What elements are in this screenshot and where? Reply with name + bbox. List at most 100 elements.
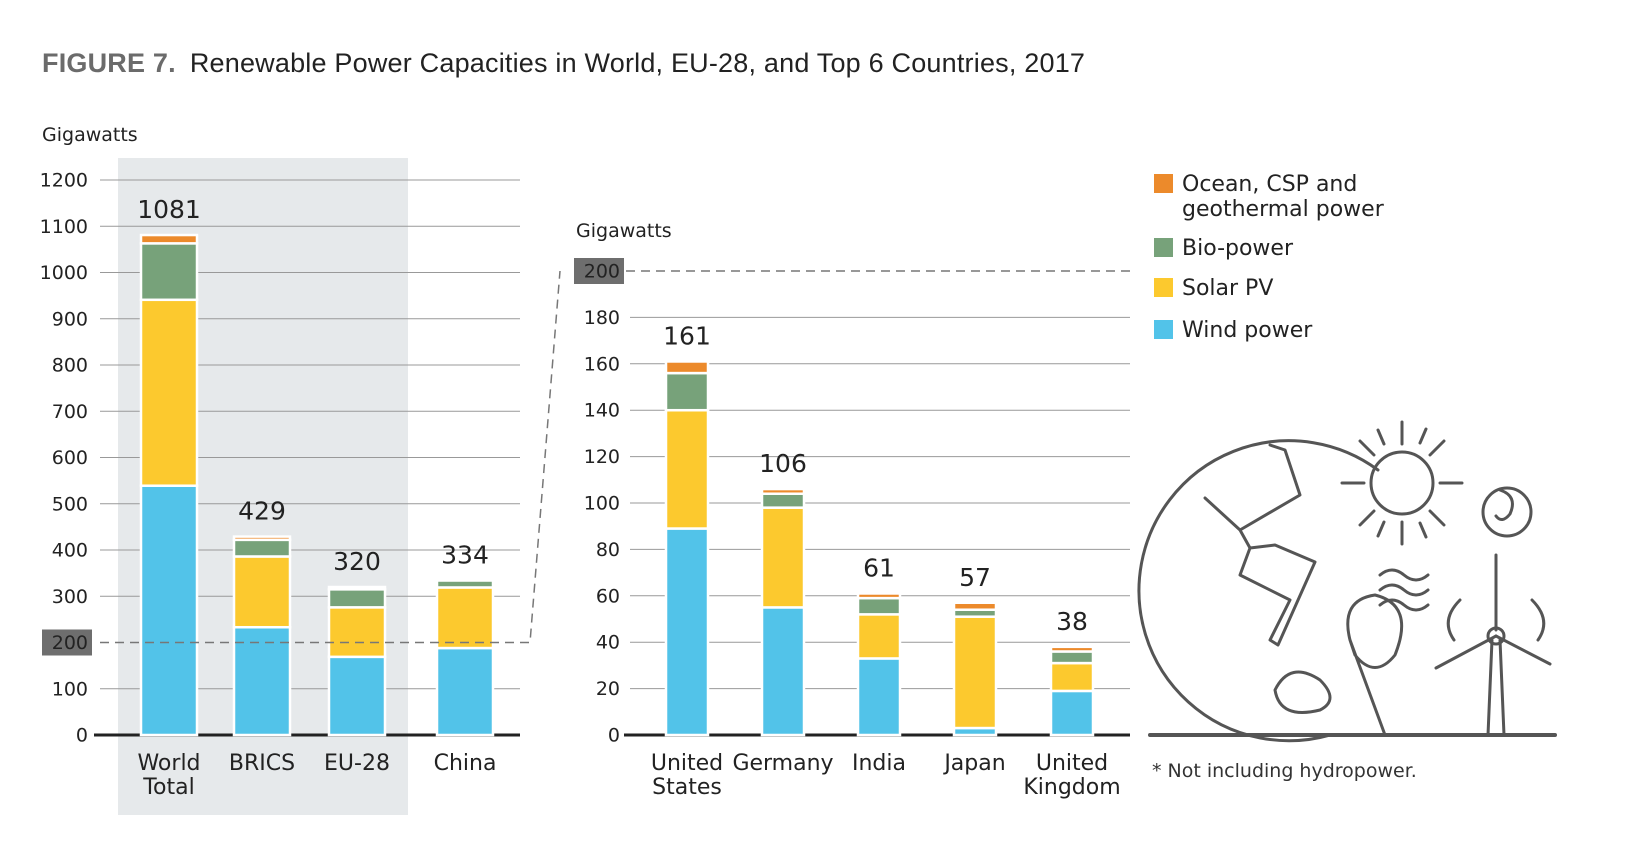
bar-segment	[760, 492, 806, 509]
y-tick-label: 200	[52, 632, 88, 654]
bar-segment	[232, 538, 292, 558]
legend-label: Ocean, CSP and geothermal power	[1182, 172, 1384, 222]
y-tick-label: 1000	[40, 262, 88, 284]
bar-segment	[664, 527, 710, 737]
legend-item: Solar PV	[1154, 276, 1442, 301]
continents	[1203, 443, 1317, 647]
legend-swatch	[1154, 238, 1173, 257]
bar-segment	[327, 585, 387, 591]
bar-segment	[435, 646, 495, 737]
x-tick-label: World Total	[137, 751, 201, 800]
y-tick-label: 40	[596, 632, 620, 654]
y-tick-label: 0	[76, 725, 88, 747]
x-tick-label: United Kingdom	[1023, 751, 1121, 800]
highlight-tick-box	[42, 629, 92, 656]
y-tick-label: 700	[52, 401, 88, 423]
y-tick-label: 1100	[40, 216, 88, 238]
leaves	[1273, 593, 1404, 737]
y-axis-label: Gigawatts	[576, 220, 672, 242]
illustration	[1137, 420, 1557, 743]
legend-swatch	[1154, 320, 1173, 339]
bar-segment	[327, 606, 387, 659]
legend-item: Bio-power	[1154, 236, 1442, 261]
y-tick-label: 140	[584, 400, 620, 422]
turbine-arcs	[1446, 598, 1546, 642]
y-tick-label: 600	[52, 447, 88, 469]
x-tick-label: EU-28	[324, 751, 390, 776]
y-tick-label: 60	[596, 585, 620, 607]
power-icon	[1481, 486, 1533, 538]
total-label: 161	[663, 321, 711, 350]
legend-label: Solar PV	[1182, 276, 1274, 301]
sun	[1369, 450, 1435, 516]
total-label: 57	[959, 563, 991, 592]
bar-segment	[760, 506, 806, 609]
bar-segment	[664, 371, 710, 412]
bar-segment	[139, 233, 199, 245]
bar-segment	[1049, 689, 1095, 737]
bar-segment	[327, 655, 387, 737]
total-label: 320	[333, 547, 381, 576]
footnote: * Not including hydropower.	[1152, 760, 1417, 782]
x-tick-label: India	[852, 751, 906, 776]
figure-label: FIGURE 7.	[42, 48, 176, 78]
y-axis-label: Gigawatts	[42, 124, 138, 146]
y-tick-label: 300	[52, 586, 88, 608]
x-tick-label: China	[433, 751, 497, 776]
wave-icon	[1378, 568, 1430, 612]
y-tick-label: 800	[52, 355, 88, 377]
highlight-tick-box	[574, 258, 624, 284]
bar-segment	[435, 579, 495, 589]
legend-label: Wind power	[1182, 318, 1313, 343]
y-tick-label: 20	[596, 678, 620, 700]
y-tick-label: 180	[584, 307, 620, 329]
bar-segment	[1049, 650, 1095, 665]
chart-title: Renewable Power Capacities in World, EU-…	[189, 48, 1086, 78]
x-tick-label: BRICS	[228, 751, 296, 776]
zoom-connector	[100, 270, 561, 644]
y-tick-label: 400	[52, 540, 88, 562]
wind-turbine	[1434, 553, 1552, 737]
bar-segment	[664, 360, 710, 375]
bar-segment	[139, 242, 199, 302]
bar-segment	[139, 484, 199, 737]
y-tick-label: 120	[584, 446, 620, 468]
bar-segment	[435, 586, 495, 650]
bar-segment	[760, 606, 806, 737]
y-tick-label: 100	[584, 493, 620, 515]
bar-segment	[760, 487, 806, 495]
y-tick-label: 0	[608, 725, 620, 747]
x-tick-label: Germany	[732, 751, 834, 776]
total-label: 38	[1056, 607, 1088, 636]
y-tick-label: 200	[584, 261, 620, 283]
total-label: 106	[759, 449, 807, 478]
y-tick-label: 1200	[40, 170, 88, 192]
legend-item: Wind power	[1154, 318, 1442, 343]
total-label: 61	[863, 553, 895, 582]
bar-segment	[1049, 645, 1095, 653]
bar-segment	[952, 615, 998, 730]
bar-segment	[139, 298, 199, 487]
y-tick-label: 100	[52, 678, 88, 700]
legend-swatch	[1154, 278, 1173, 297]
total-label: 429	[238, 497, 286, 526]
legend-label: Bio-power	[1182, 236, 1294, 261]
x-tick-label: Japan	[944, 751, 1006, 776]
bar-segment	[327, 588, 387, 609]
bar-segment	[664, 408, 710, 530]
bar-segment	[952, 601, 998, 611]
y-tick-label: 80	[596, 539, 620, 561]
y-tick-label: 500	[52, 493, 88, 515]
y-tick-label: 900	[52, 308, 88, 330]
total-label: 334	[441, 541, 489, 570]
y-tick-label: 160	[584, 353, 620, 375]
globe	[1137, 439, 1380, 743]
sun-rays	[1340, 420, 1464, 546]
power-icon-mark	[1494, 488, 1514, 521]
title-block: FIGURE 7. Renewable Power Capacities in W…	[42, 48, 1085, 79]
bar-segment	[232, 535, 292, 542]
bar-segment	[1049, 661, 1095, 693]
turbine-hub	[1486, 626, 1506, 646]
